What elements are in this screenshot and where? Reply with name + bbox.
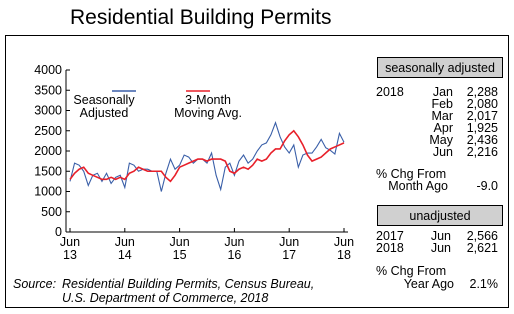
panel-label: Month Ago bbox=[388, 179, 448, 193]
panel-month: Jan bbox=[433, 85, 453, 99]
x-tick-label: Jun 14 bbox=[115, 235, 135, 262]
panel-value: 2,288 bbox=[467, 85, 498, 99]
panel-month: Apr bbox=[434, 121, 453, 135]
panel-month: Jun bbox=[433, 145, 453, 159]
y-tick-label: 500 bbox=[41, 205, 62, 219]
panel-label: Year Ago bbox=[404, 277, 454, 291]
panel-value: 1,925 bbox=[467, 121, 498, 135]
legend-label: 3-Month Moving Avg. bbox=[174, 93, 242, 120]
panel-header: unadjusted bbox=[409, 209, 470, 223]
y-tick-label: 1000 bbox=[34, 185, 62, 199]
panel-value: 2,621 bbox=[467, 241, 498, 255]
y-tick-label: 2000 bbox=[34, 144, 62, 158]
chart-title: Residential Building Permits bbox=[70, 6, 331, 29]
x-tick-label: Jun 13 bbox=[60, 235, 80, 262]
y-tick-label: 1500 bbox=[34, 164, 62, 178]
series-line bbox=[69, 120, 345, 192]
panel-month: Mar bbox=[431, 109, 453, 123]
x-tick-label: Jun 16 bbox=[224, 235, 244, 262]
panel-value: -9.0 bbox=[476, 179, 498, 193]
y-tick-label: 2500 bbox=[34, 124, 62, 138]
y-tick-label: 3000 bbox=[34, 104, 62, 118]
panel-month: Feb bbox=[431, 97, 453, 111]
panel-value: 2,436 bbox=[467, 133, 498, 147]
source-label: Source: bbox=[13, 277, 56, 291]
header-box bbox=[377, 57, 503, 78]
frame bbox=[5, 35, 509, 308]
panel-year: 2017 bbox=[376, 229, 404, 243]
source-text: Residential Building Permits, Census Bur… bbox=[62, 277, 314, 291]
y-tick-label: 3500 bbox=[34, 83, 62, 97]
panel-month: Jun bbox=[431, 241, 451, 255]
panel-label: % Chg From bbox=[376, 167, 446, 181]
x-tick-label: Jun 15 bbox=[170, 235, 190, 262]
panel-value: 2,216 bbox=[467, 145, 498, 159]
y-tick-label: 0 bbox=[55, 225, 62, 239]
panel-value: 2,566 bbox=[467, 229, 498, 243]
panel-month: May bbox=[429, 133, 453, 147]
legend-label: Seasonally Adjusted bbox=[73, 93, 135, 120]
panel-value: 2,017 bbox=[467, 109, 498, 123]
header-box bbox=[377, 205, 503, 226]
panel-label: % Chg From bbox=[376, 264, 446, 278]
panel-value: 2,080 bbox=[467, 97, 498, 111]
x-tick-label: Jun 18 bbox=[334, 235, 354, 262]
source-text: U.S. Department of Commerce, 2018 bbox=[62, 291, 268, 305]
panel-header: seasonally adjusted bbox=[385, 61, 495, 75]
panel-year: 2018 bbox=[376, 85, 404, 99]
panel-month: Jun bbox=[431, 229, 451, 243]
x-tick-label: Jun 17 bbox=[279, 235, 299, 262]
panel-year: 2018 bbox=[376, 241, 404, 255]
y-tick-label: 4000 bbox=[34, 63, 62, 77]
series-line bbox=[69, 129, 345, 183]
panel-value: 2.1% bbox=[470, 277, 499, 291]
